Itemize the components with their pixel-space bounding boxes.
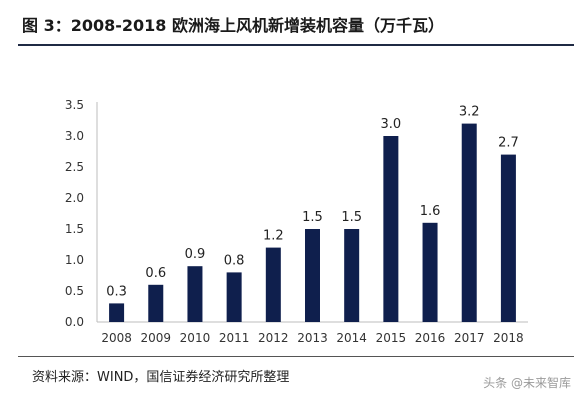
data-label-2014: 1.5 bbox=[341, 210, 362, 225]
data-label-2011: 0.8 bbox=[224, 253, 245, 268]
data-label-2008: 0.3 bbox=[106, 284, 127, 299]
x-tick-label-2018: 2018 bbox=[493, 331, 524, 345]
source-note: 资料来源：WIND，国信证券经济研究所整理 bbox=[32, 370, 290, 385]
y-tick-label: 3.5 bbox=[65, 98, 84, 112]
data-label-2016: 1.6 bbox=[420, 204, 441, 219]
bar-2012 bbox=[265, 247, 281, 322]
watermark: 头条 @未来智库 bbox=[483, 376, 571, 390]
x-tick-label-2009: 2009 bbox=[140, 331, 171, 345]
x-tick-label-2012: 2012 bbox=[258, 331, 289, 345]
data-label-2009: 0.6 bbox=[145, 266, 166, 281]
bar-2014 bbox=[344, 229, 360, 322]
bar-2010 bbox=[187, 266, 203, 322]
chart-title: 图 3：2008-2018 欧洲海上风机新增装机容量（万千瓦） bbox=[22, 16, 444, 35]
title-rule bbox=[18, 44, 574, 46]
bar-2009 bbox=[148, 284, 164, 322]
y-tick-label: 0.0 bbox=[65, 315, 84, 329]
bar-2008 bbox=[109, 303, 125, 322]
data-label-2017: 3.2 bbox=[459, 105, 480, 120]
x-tick-label-2015: 2015 bbox=[376, 331, 407, 345]
data-label-2015: 3.0 bbox=[381, 117, 402, 132]
bar-2016 bbox=[422, 222, 438, 322]
y-tick-label: 0.5 bbox=[65, 284, 84, 298]
bar-2015 bbox=[383, 136, 399, 322]
x-tick-label-2016: 2016 bbox=[415, 331, 446, 345]
data-label-2018: 2.7 bbox=[498, 136, 519, 151]
y-axis: 0.0 0.5 1.0 1.5 2.0 2.5 3.0 3.5 bbox=[65, 98, 98, 329]
y-tick-label: 3.0 bbox=[65, 129, 84, 143]
x-tick-label-2008: 2008 bbox=[101, 331, 132, 345]
y-tick-label: 2.0 bbox=[65, 191, 84, 205]
y-tick-label: 1.5 bbox=[65, 222, 84, 236]
x-tick-label-2014: 2014 bbox=[336, 331, 367, 345]
x-tick-label-2017: 2017 bbox=[454, 331, 485, 345]
footer-rule bbox=[18, 356, 574, 357]
x-tick-label-2013: 2013 bbox=[297, 331, 328, 345]
data-label-2012: 1.2 bbox=[263, 229, 284, 244]
data-label-2013: 1.5 bbox=[302, 210, 323, 225]
bar-2017 bbox=[461, 123, 477, 322]
bars: 0.3 0.6 0.9 0.8 1.2 1.5 1.5 3.0 1.6 3.2 2.7 bbox=[106, 105, 519, 322]
bar-2013 bbox=[305, 229, 320, 322]
x-tick-label-2011: 2011 bbox=[219, 331, 250, 345]
y-tick-label: 2.5 bbox=[65, 160, 84, 174]
bar-2011 bbox=[226, 272, 242, 322]
data-label-2010: 0.9 bbox=[185, 247, 206, 262]
y-tick-label: 1.0 bbox=[65, 253, 84, 267]
x-axis: 2008 2009 2010 2011 2012 2013 2014 2015 2016 2017… bbox=[97, 321, 528, 345]
x-tick-label-2010: 2010 bbox=[180, 331, 211, 345]
bar-2018 bbox=[500, 154, 516, 322]
